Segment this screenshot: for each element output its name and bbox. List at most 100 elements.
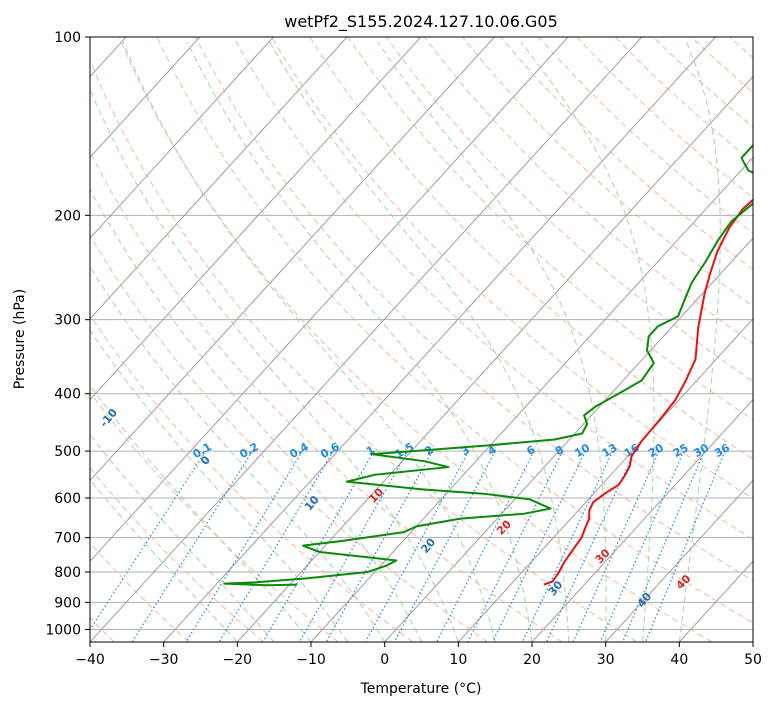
dry-adiabat-line (90, 150, 563, 642)
isotherm-line (236, 75, 753, 642)
x-tick-label: 50 (744, 652, 762, 668)
temperature-profile-line (543, 198, 753, 586)
moist-adiabat-line (90, 329, 349, 642)
y-tick-label: 600 (54, 491, 81, 507)
mixing-ratio-line (621, 450, 705, 642)
isotherm-line (90, 37, 495, 482)
mixing-ratio-line (435, 450, 535, 642)
mixing-ratio-line (325, 450, 433, 642)
mixing-ratio-label: 0.4 (287, 440, 311, 461)
isotherm-line (90, 37, 569, 562)
background-lines (90, 37, 753, 642)
dry-adiabat-line (194, 37, 753, 582)
mixing-ratio-label: 36 (712, 441, 732, 460)
line-labels: 0.10.20.40.611.52346810131620253036-100-… (97, 406, 732, 610)
plot-frame (89, 36, 754, 643)
mixing-ratio-label: 13 (600, 441, 620, 460)
moist-adiabat-line (186, 41, 533, 642)
y-tick-label: 300 (54, 313, 81, 329)
isotherm-line (163, 37, 716, 642)
moist-adiabat-line (269, 41, 570, 642)
dry-adiabat-line (462, 37, 753, 307)
dry-adiabat-label: 20 (418, 535, 438, 555)
mixing-ratio-line (491, 450, 586, 642)
mixing-ratio-line (131, 450, 253, 642)
mixing-ratio-line (298, 450, 409, 642)
axes: −40 −30 −20 −10 0 10 20 30 40 5010020030040050060… (45, 30, 762, 668)
mixing-ratio-label: 6 (524, 443, 537, 458)
dry-adiabat-line (90, 58, 638, 642)
x-tick-label: 40 (670, 652, 688, 668)
dry-adiabat-line (271, 37, 753, 500)
moist-adiabat-line (90, 433, 275, 642)
x-tick-label: −10 (296, 652, 326, 668)
dry-adiabat-line (347, 37, 753, 421)
moist-adiabat-line (377, 41, 607, 642)
mixing-ratio-line (218, 450, 334, 642)
moist-adiabat-line (122, 41, 496, 642)
mixing-ratio-line (90, 450, 207, 631)
dry-adiabat-line (90, 391, 339, 642)
x-tick-label: 10 (449, 652, 467, 668)
moist-adiabat-label: 10 (366, 485, 386, 505)
moist-adiabat-line (90, 479, 238, 642)
mixing-ratio-line (572, 450, 660, 642)
x-tick-label: −20 (223, 652, 253, 668)
dry-adiabat-label: 30 (546, 578, 566, 598)
mixing-ratio-label: 0.6 (318, 440, 342, 461)
mixing-ratio-label: 30 (691, 441, 711, 460)
dry-adiabat-line (90, 467, 264, 642)
dry-adiabat-line (385, 37, 753, 382)
dry-adiabat-line (652, 37, 753, 128)
dry-adiabat-line (90, 542, 190, 642)
mixing-ratio-line (393, 450, 496, 642)
x-tick-label: −40 (75, 652, 105, 668)
mixing-ratio-line (521, 450, 614, 642)
dry-adiabat-line (309, 37, 753, 460)
dry-adiabat-line (538, 37, 753, 234)
mixing-ratio-line (262, 450, 375, 642)
dry-adiabat-line (729, 37, 753, 59)
isotherm-line (90, 37, 274, 239)
isotherm-line (90, 37, 643, 642)
dry-adiabat-line (118, 37, 712, 642)
x-axis-label: Temperature (°C) (360, 681, 482, 697)
dry-adiabat-label: 10 (302, 493, 322, 513)
isotherm-line (384, 237, 753, 642)
moist-adiabat-line (520, 41, 655, 642)
dewpoint-profile-line (223, 143, 753, 587)
mixing-ratio-line (364, 450, 470, 642)
moist-adiabat-line (678, 41, 721, 642)
dry-adiabat-label: -10 (97, 406, 120, 430)
mixing-ratio-line (599, 450, 685, 642)
dry-adiabat-line (90, 314, 414, 642)
dry-adiabat-line (156, 37, 753, 624)
moist-adiabat-line (90, 187, 422, 642)
profile-series (223, 143, 753, 587)
moist-adiabat-line (90, 88, 459, 642)
mixing-ratio-line (467, 450, 564, 642)
isotherm-line (605, 479, 753, 642)
y-tick-label: 400 (54, 387, 81, 403)
isotherm-line (752, 641, 753, 642)
mixing-ratio-label: 10 (572, 441, 592, 460)
x-tick-label: 30 (597, 652, 615, 668)
y-tick-label: 200 (54, 208, 81, 224)
isotherm-line (531, 398, 753, 642)
moist-adiabat-line (90, 265, 386, 642)
isotherm-line (457, 318, 753, 642)
isotherm-line (90, 37, 348, 320)
moist-adiabat-label: 30 (593, 546, 613, 566)
y-tick-label: 900 (54, 595, 81, 611)
dry-adiabat-line (90, 234, 488, 642)
y-tick-label: 700 (54, 531, 81, 547)
mixing-ratio-line (644, 450, 726, 642)
x-tick-label: 20 (523, 652, 541, 668)
dry-adiabat-line (614, 37, 753, 163)
y-tick-label: 500 (54, 444, 81, 460)
dry-adiabat-line (233, 37, 753, 540)
mixing-ratio-label: 20 (646, 441, 666, 460)
y-axis-label: Pressure (hPa) (12, 289, 28, 389)
